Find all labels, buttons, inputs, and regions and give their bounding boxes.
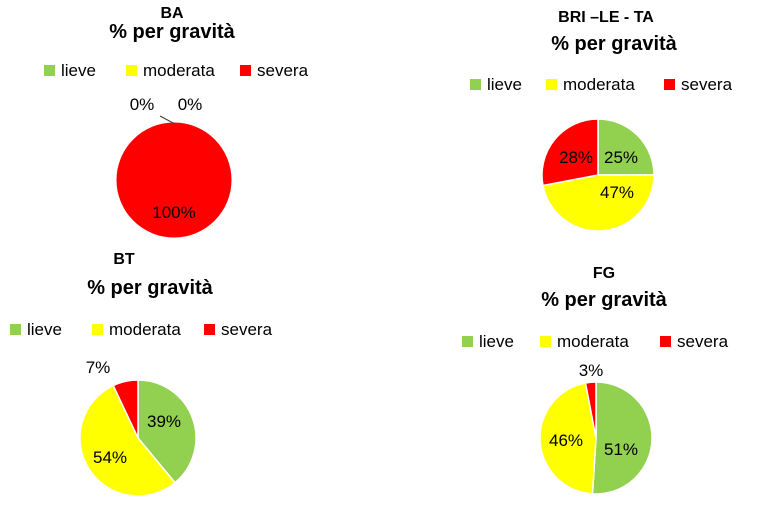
- chart-3-title: % per gravità: [87, 277, 213, 299]
- chart-4-slice-moderata: [539, 382, 597, 495]
- chart-3-legend-label-lieve: lieve: [27, 320, 62, 339]
- chart-2-data-label-lieve: 25%: [604, 148, 638, 167]
- chart-1-data-label-severa: 100%: [152, 203, 195, 222]
- chart-2-legend-label-severa: severa: [681, 75, 733, 94]
- chart-2-data-label-severa: 28%: [559, 148, 593, 167]
- chart-1-data-label-lieve: 0%: [130, 95, 155, 114]
- chart-2-legend-swatch-moderata: [546, 79, 557, 90]
- chart-1-region-label: BA: [160, 5, 184, 22]
- chart-3-slice-severa: [112, 379, 139, 439]
- chart-2-legend-label-moderata: moderata: [563, 75, 635, 94]
- chart-1-legend-swatch-severa: [240, 65, 251, 76]
- chart-2-legend-swatch-severa: [664, 79, 675, 90]
- chart-2-data-label-moderata: 47%: [600, 183, 634, 202]
- chart-4-legend-label-moderata: moderata: [557, 332, 629, 351]
- chart-1-legend-label-severa: severa: [257, 61, 309, 80]
- chart-4-legend-swatch-lieve: [462, 336, 473, 347]
- chart-4-region-label: FG: [593, 265, 615, 282]
- chart-4-legend-label-lieve: lieve: [479, 332, 514, 351]
- chart-1-legend-swatch-lieve: [44, 65, 55, 76]
- chart-1-legend-label-moderata: moderata: [143, 61, 215, 80]
- chart-1-title: % per gravità: [109, 21, 235, 43]
- chart-4-legend-label-severa: severa: [677, 332, 729, 351]
- chart-4-slice-lieve: [591, 381, 653, 495]
- chart-3-data-label-severa: 7%: [86, 358, 111, 377]
- chart-2-title: % per gravità: [551, 33, 677, 55]
- chart-1-leader-line: [159, 115, 176, 125]
- chart-4-legend-swatch-moderata: [540, 336, 551, 347]
- chart-4-data-label-moderata: 46%: [549, 431, 583, 450]
- chart-2-slice-lieve: [597, 118, 655, 176]
- chart-2-legend-swatch-lieve: [470, 79, 481, 90]
- chart-3-legend-label-severa: severa: [221, 320, 273, 339]
- chart-3-data-label-lieve: 39%: [147, 412, 181, 431]
- chart-1-legend-swatch-moderata: [126, 65, 137, 76]
- chart-1-data-label-moderata: 0%: [178, 95, 203, 114]
- chart-4-data-label-severa: 3%: [579, 361, 604, 380]
- chart-2-slice-severa: [541, 118, 599, 187]
- chart-2-slice-moderata: [542, 174, 655, 232]
- chart-3-data-label-moderata: 54%: [93, 448, 127, 467]
- chart-3-legend-swatch-lieve: [10, 324, 21, 335]
- chart-3-slice-lieve: [137, 379, 197, 484]
- chart-2-region-label: BRI –LE - TA: [558, 9, 654, 26]
- chart-4-legend-swatch-severa: [660, 336, 671, 347]
- chart-2-legend-label-lieve: lieve: [487, 75, 522, 94]
- chart-3-legend-swatch-severa: [204, 324, 215, 335]
- chart-4-data-label-lieve: 51%: [604, 440, 638, 459]
- chart-1-legend-label-lieve: lieve: [61, 61, 96, 80]
- chart-1-slice-severa: [115, 121, 233, 239]
- chart-3-legend-label-moderata: moderata: [109, 320, 181, 339]
- chart-3-region-label: BT: [113, 251, 135, 268]
- chart-4-slice-severa: [584, 381, 597, 439]
- chart-3-slice-moderata: [79, 384, 177, 497]
- chart-3-legend-swatch-moderata: [92, 324, 103, 335]
- chart-4-title: % per gravità: [541, 289, 667, 311]
